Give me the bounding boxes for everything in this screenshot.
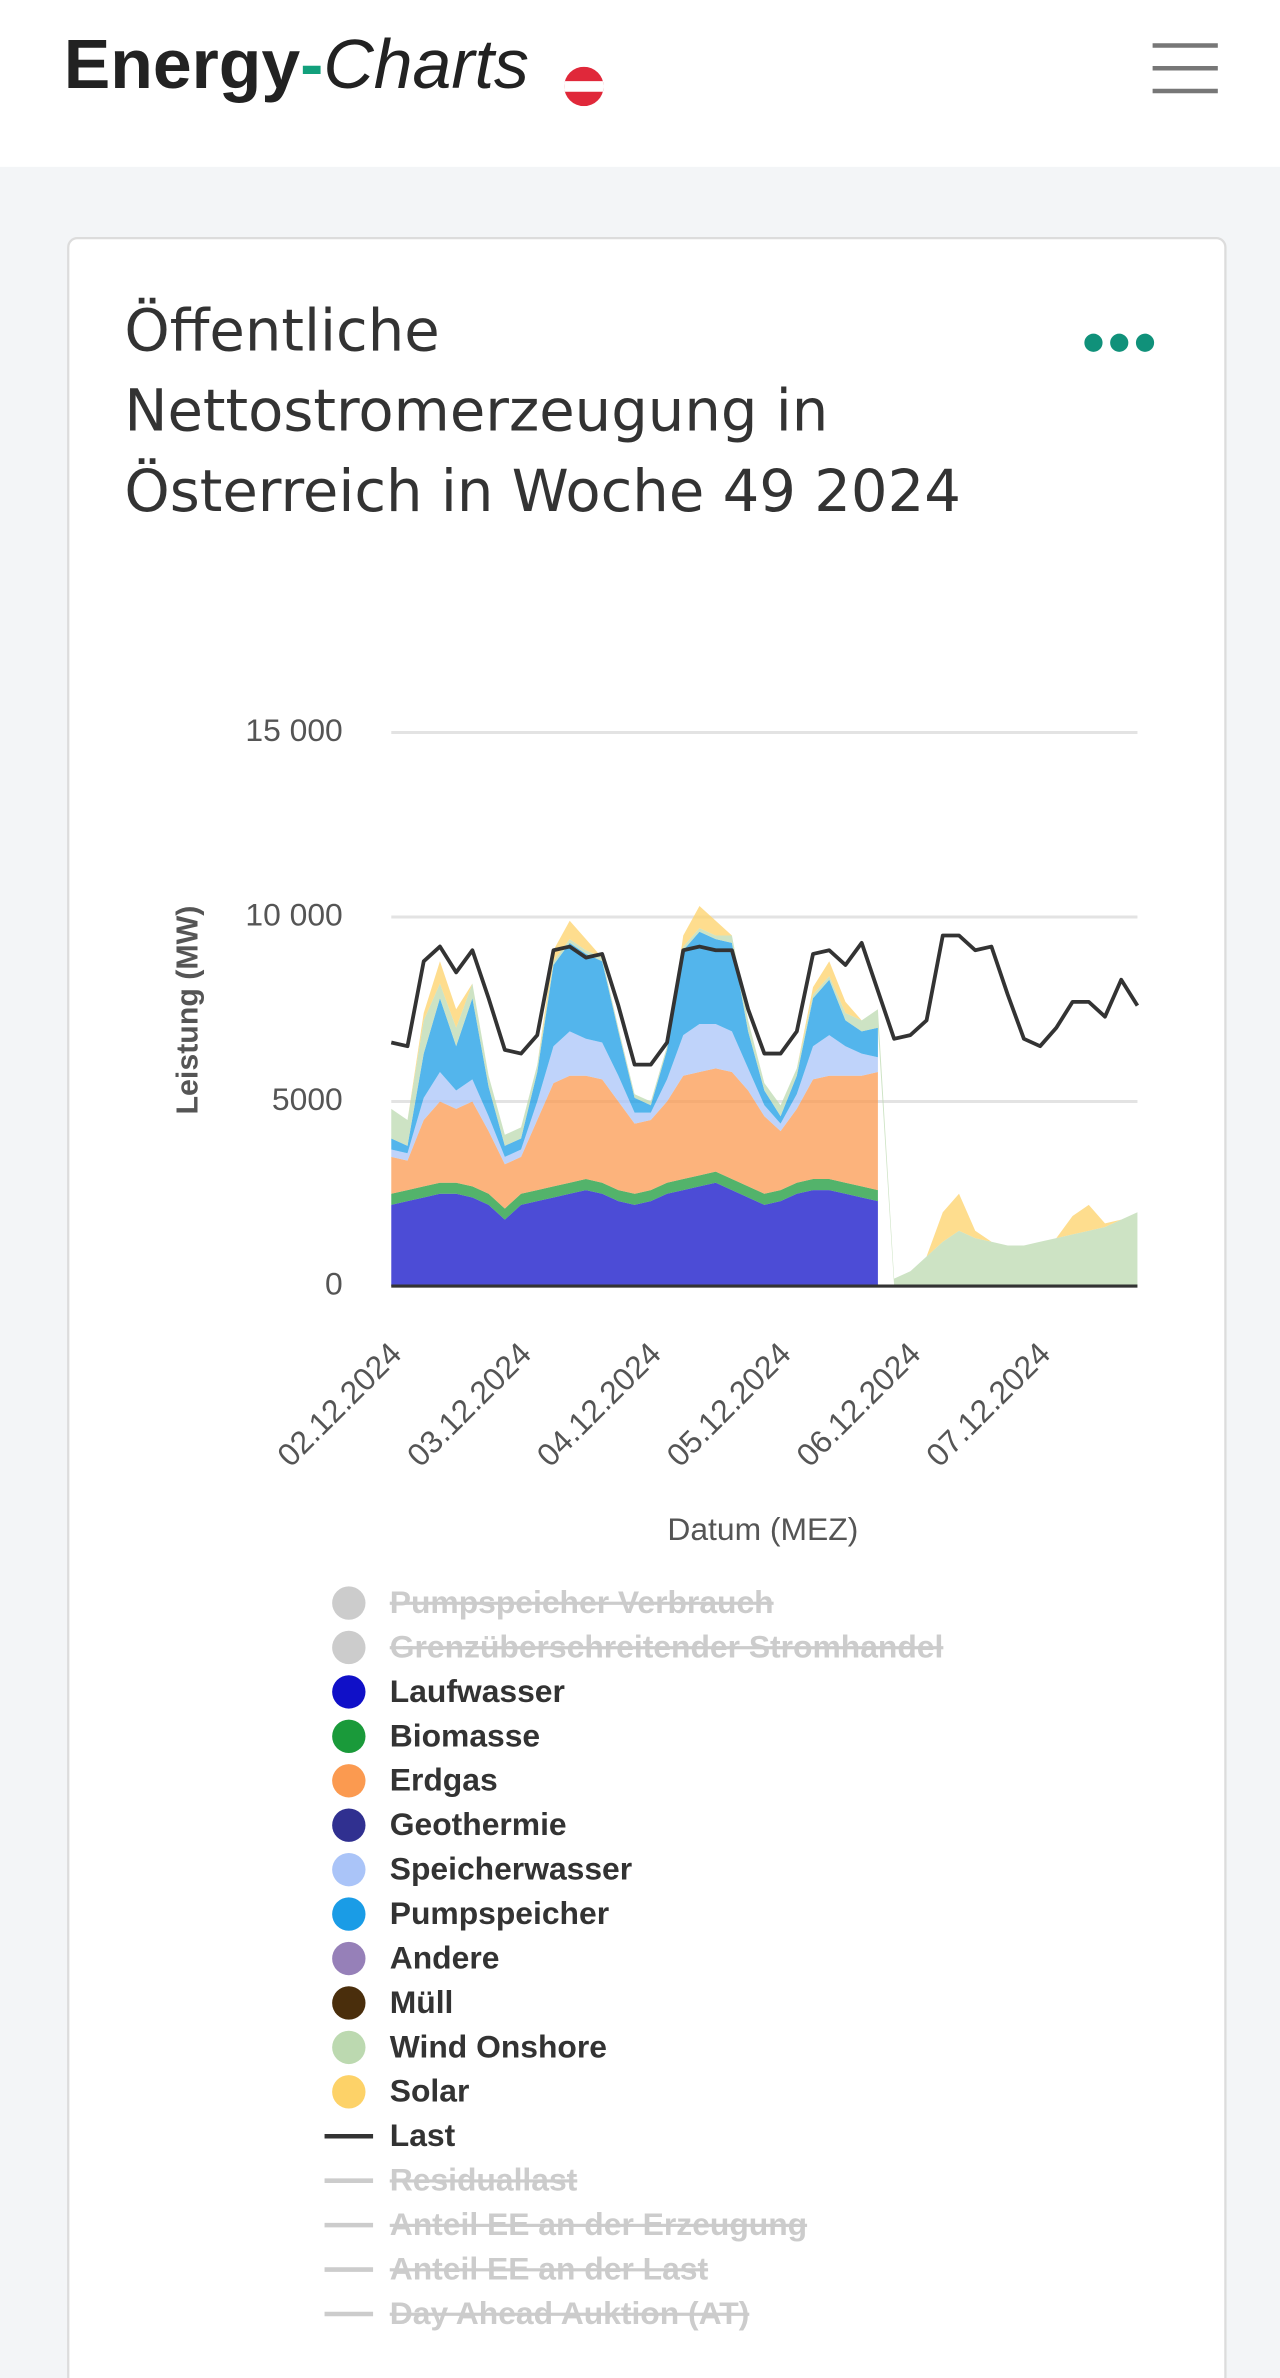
legend-item[interactable]: Müll [332,1984,453,2020]
legend-dot [332,1675,366,1709]
legend-dot [332,1986,366,2020]
legend-label: Wind Onshore [390,2028,607,2064]
legend-dot [332,1897,366,1931]
legend-label: Solar [390,2073,470,2109]
legend-label: Pumpspeicher Verbrauch [390,1584,774,1620]
legend-label: Andere [390,1939,500,1975]
chart-title: Öffentliche Nettostromerzeugung in Öster… [124,297,961,525]
legend-dot [332,1630,366,1665]
y-tick-label: 15 000 [245,712,342,748]
logo-dash: - [300,25,323,103]
legend-label: Biomasse [390,1717,540,1753]
legend-label: Anteil EE an der Last [390,2250,709,2286]
y-tick-label: 0 [325,1265,343,1301]
legend-item[interactable]: Pumpspeicher Verbrauch [332,1584,774,1620]
legend-item[interactable]: Laufwasser [332,1673,565,1709]
options-button[interactable] [1084,333,1155,352]
legend-dot [332,1764,366,1798]
legend-item[interactable]: Anteil EE an der Erzeugung [324,2206,808,2242]
legend-label: Speicherwasser [390,1851,632,1887]
legend-item[interactable]: Grenzüberschreitender Stromhandel [332,1628,943,1664]
area-6 [391,1024,878,1165]
legend-dot [332,1719,366,1754]
legend-label: Geothermie [390,1806,567,1842]
title-area: Öffentliche Nettostromerzeugung in Öster… [124,297,961,525]
legend-dot [332,1586,366,1620]
header [0,0,1280,167]
legend-label: Grenzüberschreitender Stromhandel [390,1628,944,1664]
legend-item[interactable]: Day Ahead Auktion (AT) [324,2295,750,2331]
line-12 [390,933,1140,1067]
legend-label: Anteil EE an der Erzeugung [390,2206,807,2242]
logo-charts: Charts [323,25,528,103]
legend-item[interactable]: Andere [332,1939,499,1975]
legend-dot [332,2030,366,2065]
area-7 [391,931,878,1157]
card [67,236,1227,2378]
legend-item[interactable]: Pumpspeicher [332,1895,609,1931]
legend-item[interactable]: Erdgas [332,1762,498,1798]
area-2 [391,1182,878,1287]
legend-item[interactable]: Speicherwasser [332,1851,632,1887]
legend-item[interactable]: Residuallast [324,2162,578,2198]
legend-item[interactable]: Solar [332,2073,469,2109]
legend-dot [332,2075,366,2109]
y-tick-label: 10 000 [245,896,342,932]
legend-item[interactable]: Last [324,2117,456,2153]
logo[interactable]: Energy-Charts [64,25,529,103]
legend-label: Pumpspeicher [390,1895,609,1931]
flag-icon [564,66,604,107]
area-3 [391,1171,878,1220]
legend-label: Residuallast [390,2162,578,2198]
legend-label: Müll [390,1984,454,2020]
legend-dot [332,1808,366,1842]
y-tick-label: 5000 [272,1081,343,1117]
menu-button[interactable] [1152,43,1218,94]
legend-dot [332,1852,366,1887]
legend-label: Last [390,2117,456,2153]
logo-energy: Energy [64,25,301,103]
y-axis-label: Leistung (MW) [172,906,205,1115]
legend-dot [332,1941,366,1976]
legend-label: Erdgas [390,1762,498,1798]
area-10 [391,928,1138,1287]
x-axis-label: Datum (MEZ) [667,1511,858,1547]
legend-item[interactable]: Wind Onshore [332,2028,607,2064]
legend-item[interactable]: Geothermie [332,1806,567,1842]
legend-item[interactable]: Biomasse [332,1717,540,1753]
legend-label: Day Ahead Auktion (AT) [390,2295,750,2331]
area-4 [391,1068,878,1209]
legend-item[interactable]: Anteil EE an der Last [324,2250,709,2286]
legend-label: Laufwasser [390,1673,565,1709]
